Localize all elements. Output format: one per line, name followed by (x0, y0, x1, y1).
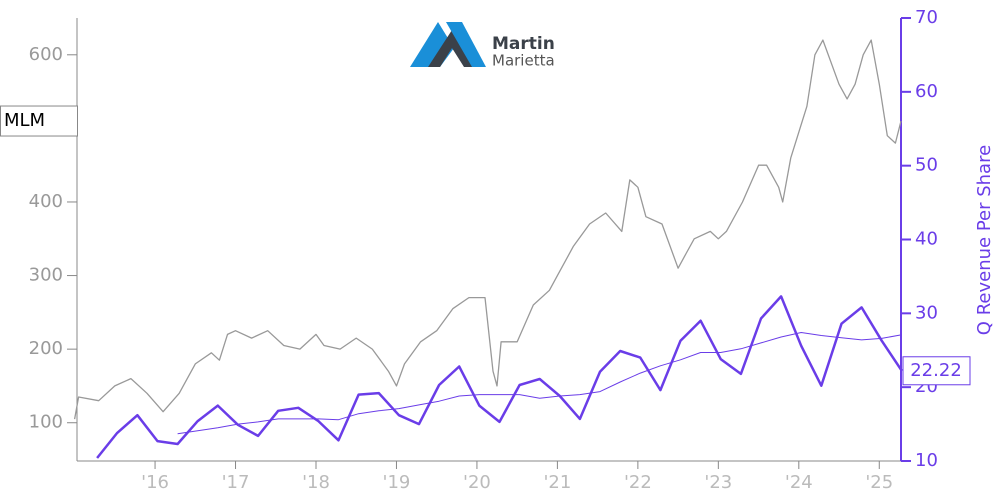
x-tick-label: '24 (785, 472, 813, 493)
series-label-box (0, 105, 78, 137)
value-label: 22.22 (910, 360, 962, 381)
logo-mark (428, 30, 476, 67)
x-tick-label: '17 (222, 472, 250, 493)
y-tick-label: 600 (29, 44, 63, 65)
x-tick-label: '20 (463, 472, 491, 493)
x-tick-label: '16 (141, 472, 169, 493)
y2-tick-label: 60 (915, 81, 938, 102)
x-tick-label: '21 (543, 472, 571, 493)
y-tick-label: 200 (29, 338, 63, 359)
logo-mark (446, 22, 486, 67)
x-tick-label: '23 (704, 472, 732, 493)
y2-axis-label: Q Revenue Per Share (974, 145, 995, 335)
x-tick-label: '18 (302, 472, 330, 493)
series-line (73, 39, 902, 420)
x-tick-label: '22 (624, 472, 652, 493)
y2-tick-label: 30 (915, 302, 938, 323)
y-tick-label: 400 (29, 191, 63, 212)
logo: Martin Marietta (410, 22, 555, 70)
y2-tick-label: 50 (915, 155, 938, 176)
series-label: MLM (4, 110, 45, 131)
value-label-box (902, 356, 971, 386)
y2-tick-label: 70 (915, 7, 938, 28)
x-tick-label: '25 (865, 472, 893, 493)
y-tick-label: 100 (29, 412, 63, 433)
series-line (177, 332, 902, 435)
y-tick-label: 300 (29, 265, 63, 286)
series-line (96, 295, 903, 459)
y2-tick-label: 40 (915, 229, 938, 250)
y2-tick-label: 10 (915, 450, 938, 471)
x-tick-label: '19 (383, 472, 411, 493)
logo-text: Martin (492, 34, 555, 54)
logo-text: Marietta (492, 52, 555, 70)
